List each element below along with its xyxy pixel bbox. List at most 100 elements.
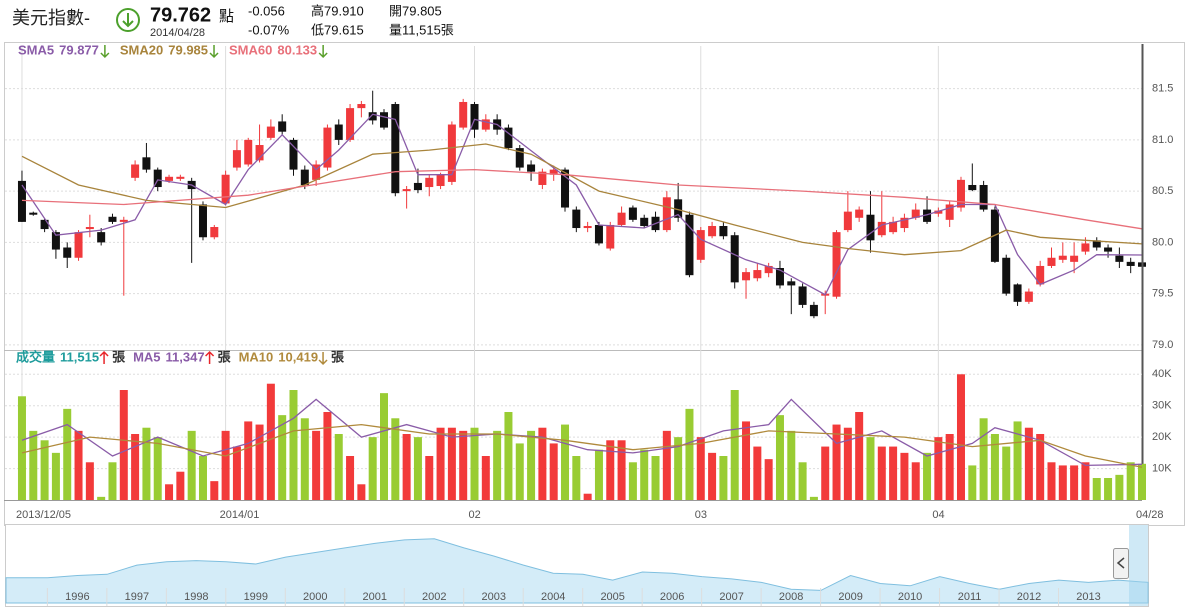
candle-body <box>323 127 332 168</box>
candle-body <box>923 209 932 222</box>
trend-arrow <box>205 350 215 364</box>
volume-bar <box>572 456 581 500</box>
candle-body <box>481 119 490 130</box>
volume-bar <box>402 434 411 500</box>
candle-body <box>391 104 400 194</box>
volume-bar <box>889 446 898 500</box>
volume-bar <box>323 412 332 500</box>
candle-body <box>1013 284 1022 302</box>
volume-bar <box>979 418 988 500</box>
candle-body <box>956 179 965 208</box>
legend-text: 80.133 <box>277 42 317 57</box>
candle-body <box>108 216 117 222</box>
volume-bar <box>97 496 106 500</box>
candle-body <box>312 164 321 180</box>
price-unit: 點 <box>219 8 234 25</box>
volume-bar <box>1104 478 1113 500</box>
volume-bar <box>866 437 875 500</box>
legend-text: 11,515 <box>60 349 99 364</box>
candle-body <box>1002 257 1011 294</box>
candle-body <box>278 121 287 132</box>
candle-body <box>900 217 909 229</box>
x-tick-label: 1998 <box>184 591 208 603</box>
candle-body <box>832 232 841 297</box>
volume-bar <box>131 434 140 500</box>
volume-bar <box>85 462 94 500</box>
x-tick-label: 2010 <box>898 591 922 603</box>
candle-body <box>685 214 694 276</box>
volume-bar <box>606 440 615 500</box>
handle-box <box>1113 548 1129 579</box>
x-tick-label: 2008 <box>779 591 803 603</box>
volume-bar <box>334 434 343 500</box>
volume-bar <box>504 412 513 500</box>
low: 低79.615 <box>311 22 364 37</box>
legend-text: SMA20 <box>120 42 163 57</box>
candle-body <box>153 169 162 188</box>
x-tick-label: 2004 <box>541 591 565 603</box>
volume-bar <box>708 452 717 500</box>
volume-bar <box>1036 434 1045 500</box>
candle-body <box>176 176 185 179</box>
candle-body <box>753 270 762 279</box>
candle-body <box>889 221 898 233</box>
high: 高79.910 <box>311 3 364 18</box>
x-tick-label: 02 <box>469 509 481 521</box>
candle-body <box>855 209 864 218</box>
x-tick-label: 2012 <box>1017 591 1041 603</box>
candle-body <box>51 232 60 250</box>
candle-body <box>402 189 411 192</box>
candle-body <box>40 219 49 230</box>
candle-body <box>968 184 977 191</box>
volume-bar <box>244 421 253 500</box>
x-tick-label: 2003 <box>481 591 505 603</box>
trend-arrow <box>209 45 219 59</box>
volume-bar <box>289 390 298 500</box>
legend-text: 79.877 <box>59 42 99 57</box>
instrument-name: 美元指數- <box>12 8 90 28</box>
volume-bar <box>481 456 490 500</box>
navigator-handle <box>1113 525 1148 606</box>
candle-body <box>606 224 615 249</box>
volume-bar <box>391 418 400 500</box>
y-tick-label: 20K <box>1152 431 1172 443</box>
volume-bar <box>662 430 671 500</box>
volume-bar <box>527 430 536 500</box>
trend-arrow <box>100 45 110 59</box>
candle-body <box>549 169 558 175</box>
volume-bar <box>798 462 807 500</box>
ma-line <box>21 423 1143 468</box>
volume-bar <box>210 481 219 500</box>
y-tick-label: 80.0 <box>1152 236 1173 248</box>
ma-line <box>21 113 1143 296</box>
volume-bar <box>968 465 977 500</box>
candle-body <box>1024 291 1033 302</box>
volume-bar <box>63 408 72 500</box>
candle-body <box>1070 255 1079 262</box>
volume-bar <box>413 437 422 500</box>
candle-body <box>142 157 151 170</box>
volume-bar <box>232 446 241 500</box>
candle-body <box>165 176 174 181</box>
candle-body <box>628 207 637 220</box>
candle-body <box>1126 261 1135 266</box>
candle-body <box>1081 243 1090 252</box>
volume-bar <box>1081 462 1090 500</box>
volume-bar <box>142 427 151 500</box>
volume-bar <box>775 415 784 500</box>
volume-bar <box>742 421 751 500</box>
x-tick-label: 2007 <box>719 591 743 603</box>
candle-body <box>742 272 751 281</box>
navigator-area <box>5 538 1149 604</box>
volume-bar <box>561 424 570 500</box>
x-tick-label: 2006 <box>660 591 684 603</box>
candle-body <box>583 225 592 229</box>
candle-body <box>504 127 513 149</box>
volume-bar <box>198 456 207 500</box>
legend-text: MA10 <box>239 349 274 364</box>
volume-bar <box>357 484 366 500</box>
candle-body <box>436 174 445 187</box>
volume-bar <box>266 383 275 500</box>
y-tick-label: 81.5 <box>1152 83 1173 95</box>
